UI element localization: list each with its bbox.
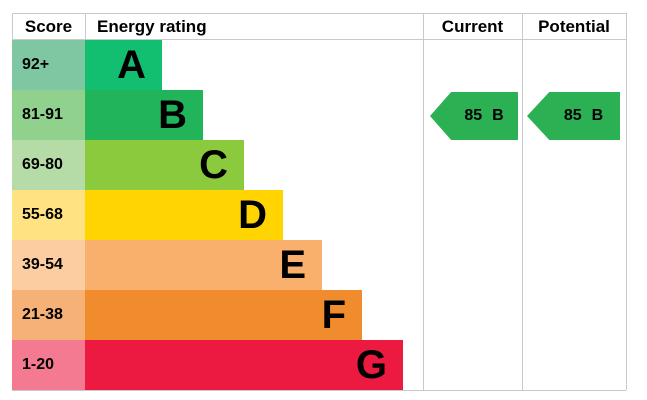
band-bar: C — [85, 140, 244, 190]
potential-band-letter: B — [591, 107, 604, 124]
band-row-c: 69-80 C — [12, 140, 244, 190]
current-score-value: 85 — [464, 107, 483, 124]
score-range-label: 92+ — [22, 56, 50, 73]
score-range-cell: 92+ — [12, 40, 85, 90]
band-letter: B — [158, 93, 187, 137]
score-column-header: Score — [24, 17, 73, 36]
band-bar: D — [85, 190, 283, 240]
potential-rating-arrow: 85 B — [527, 92, 620, 140]
score-range-label: 1-20 — [22, 356, 55, 373]
band-row-d: 55-68 D — [12, 190, 283, 240]
band-bar: F — [85, 290, 362, 340]
score-range-cell: 55-68 — [12, 190, 85, 240]
potential-column-left-border — [522, 13, 523, 390]
band-row-f: 21-38 F — [12, 290, 362, 340]
score-range-cell: 1-20 — [12, 340, 85, 390]
table-bottom-border — [12, 390, 626, 391]
energy-rating-column-header: Energy rating — [97, 17, 207, 36]
score-range-label: 21-38 — [22, 306, 63, 323]
band-letter: G — [355, 343, 387, 387]
band-row-b: 81-91 B — [12, 90, 203, 140]
band-letter: C — [199, 143, 228, 187]
band-bar: G — [85, 340, 403, 390]
table-left-border — [12, 13, 13, 40]
band-bar: E — [85, 240, 322, 290]
score-range-label: 55-68 — [22, 206, 63, 223]
band-row-e: 39-54 E — [12, 240, 322, 290]
current-rating-arrow: 85 B — [430, 92, 518, 140]
score-range-cell: 21-38 — [12, 290, 85, 340]
score-range-cell: 81-91 — [12, 90, 85, 140]
header-bottom-border — [12, 39, 626, 40]
current-column-header: Current — [441, 17, 504, 36]
current-column-left-border — [423, 13, 424, 390]
band-row-a: 92+ A — [12, 40, 162, 90]
current-band-letter: B — [492, 107, 504, 124]
table-top-border — [12, 13, 626, 14]
band-letter: D — [238, 193, 267, 237]
score-range-label: 69-80 — [22, 156, 63, 173]
score-range-cell: 69-80 — [12, 140, 85, 190]
score-range-cell: 39-54 — [12, 240, 85, 290]
band-bar: B — [85, 90, 203, 140]
band-bar: A — [85, 40, 162, 90]
band-letter: A — [117, 43, 146, 87]
band-letter: E — [279, 243, 306, 287]
potential-column-header: Potential — [538, 17, 610, 36]
potential-score-value: 85 — [563, 107, 582, 124]
score-range-label: 81-91 — [22, 106, 63, 123]
band-row-g: 1-20 G — [12, 340, 403, 390]
score-column-divider — [85, 13, 86, 40]
table-right-border — [626, 13, 627, 390]
score-range-label: 39-54 — [22, 256, 63, 273]
band-letter: F — [321, 293, 346, 337]
